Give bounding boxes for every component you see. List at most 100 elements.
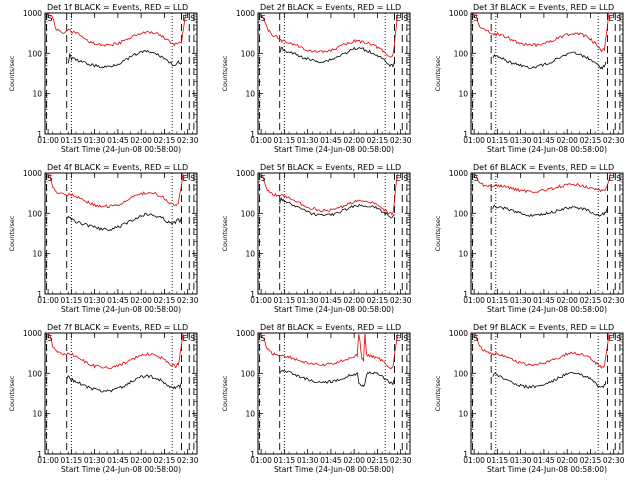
x-tick-label: 01:30	[297, 296, 319, 305]
chart-title: Det 2f BLACK = Events, RED = LLD	[260, 3, 401, 12]
series-line-events	[492, 204, 608, 217]
x-tick-label: 01:15	[487, 136, 509, 145]
x-tick-label: 02:15	[580, 296, 602, 305]
plot-frame	[470, 12, 624, 135]
chart-panel-9: Det 9f BLACK = Events, RED = LLD 1 10 100 10…	[434, 323, 625, 474]
x-tick-label: 01:45	[107, 136, 129, 145]
x-tick-label: 02:15	[367, 296, 389, 305]
x-tick-label: 02:30	[177, 456, 199, 465]
x-tick-label: 02:15	[367, 136, 389, 145]
plot-frame	[257, 172, 411, 295]
x-tick-label: 01:00	[37, 296, 59, 305]
x-tick-label: 02:00	[130, 136, 152, 145]
marker-label: S	[48, 14, 53, 23]
chart-panel-5: Det 5f BLACK = Events, RED = LLD 1 10 100 10…	[221, 163, 412, 314]
x-tick-label: 02:30	[390, 456, 412, 465]
series-line-lld	[472, 332, 610, 369]
y-tick-label: 100	[454, 369, 469, 378]
series-line-lld	[46, 332, 184, 370]
chart-title: Det 1f BLACK = Events, RED = LLD	[47, 3, 188, 12]
marker-label: S	[403, 14, 408, 23]
x-tick-label: 01:45	[533, 136, 555, 145]
y-tick-label: 100	[28, 49, 43, 58]
marker-label: E	[395, 334, 400, 343]
x-tick-label: 01:30	[510, 136, 532, 145]
marker-label: E	[182, 174, 187, 183]
x-tick-label: 01:30	[510, 296, 532, 305]
marker-label: S	[190, 174, 195, 183]
x-tick-label: 02:00	[130, 456, 152, 465]
x-tick-label: 01:15	[487, 456, 509, 465]
x-tick-label: 01:30	[84, 296, 106, 305]
marker-label: S	[616, 334, 621, 343]
chart-panel-7: Det 7f BLACK = Events, RED = LLD 1 10 100 10…	[8, 323, 199, 474]
x-axis-label: Start Time (24-Jun-08 00:58:00)	[61, 465, 181, 474]
plot-frame	[44, 332, 198, 455]
marker-label: S	[48, 174, 53, 183]
y-tick-label: 1000	[236, 9, 255, 18]
x-tick-label: 02:15	[154, 296, 176, 305]
y-axis-label: Counts/sec	[434, 375, 442, 411]
series-line-events	[66, 374, 182, 393]
y-axis-label: Counts/sec	[8, 215, 16, 251]
x-axis-label: Start Time (24-Jun-08 00:58:00)	[61, 305, 181, 314]
marker-label: S	[474, 174, 479, 183]
y-tick-label: 10	[32, 90, 42, 99]
marker-label: E	[608, 334, 613, 343]
chart-panel-6: Det 6f BLACK = Events, RED = LLD 1 10 100 10…	[434, 163, 625, 314]
chart-title: Det 5f BLACK = Events, RED = LLD	[260, 163, 401, 172]
series-line-lld	[472, 172, 611, 194]
y-axis-label: Counts/sec	[434, 215, 442, 251]
x-axis-label: Start Time (24-Jun-08 00:58:00)	[61, 145, 181, 154]
series-line-events	[279, 197, 395, 219]
x-axis-label: Start Time (24-Jun-08 00:58:00)	[487, 145, 607, 154]
series-line-lld	[259, 332, 398, 370]
marker-label: S	[261, 334, 266, 343]
y-tick-label: 1000	[449, 329, 468, 338]
x-tick-label: 02:00	[343, 136, 365, 145]
y-tick-label: 10	[458, 410, 468, 419]
x-tick-label: 02:30	[603, 456, 625, 465]
x-tick-label: 01:00	[463, 296, 485, 305]
x-tick-label: 02:00	[343, 296, 365, 305]
x-tick-label: 02:00	[556, 456, 578, 465]
series-line-events	[279, 369, 395, 387]
x-tick-label: 01:30	[297, 136, 319, 145]
x-tick-label: 01:45	[533, 296, 555, 305]
y-tick-label: 1000	[23, 9, 42, 18]
x-tick-label: 01:00	[37, 136, 59, 145]
x-axis-label: Start Time (24-Jun-08 00:58:00)	[274, 145, 394, 154]
plot-frame	[44, 12, 198, 135]
x-tick-label: 01:15	[274, 136, 296, 145]
x-axis-label: Start Time (24-Jun-08 00:58:00)	[274, 465, 394, 474]
x-tick-label: 01:30	[84, 136, 106, 145]
marker-label: S	[474, 14, 479, 23]
y-axis-label: Counts/sec	[221, 215, 229, 251]
x-tick-label: 01:45	[107, 296, 129, 305]
x-tick-label: 01:00	[463, 456, 485, 465]
y-tick-label: 100	[241, 49, 256, 58]
marker-label: E	[608, 14, 613, 23]
marker-label: E	[395, 174, 400, 183]
y-tick-label: 1	[463, 450, 468, 459]
marker-label: S	[190, 334, 195, 343]
y-tick-label: 10	[32, 250, 42, 259]
chart-panel-3: Det 3f BLACK = Events, RED = LLD 1 10 100 10…	[434, 3, 625, 154]
series-line-events	[279, 46, 395, 68]
y-tick-label: 1000	[23, 329, 42, 338]
x-tick-label: 02:30	[390, 136, 412, 145]
plot-frame	[44, 172, 198, 295]
series-line-lld	[259, 172, 398, 216]
x-tick-label: 02:15	[580, 136, 602, 145]
marker-label: S	[190, 14, 195, 23]
x-tick-label: 01:15	[61, 456, 83, 465]
series-line-events	[492, 51, 607, 71]
chart-title: Det 8f BLACK = Events, RED = LLD	[260, 323, 401, 332]
x-tick-label: 01:15	[487, 296, 509, 305]
x-tick-label: 01:15	[61, 136, 83, 145]
marker-label: E	[182, 334, 187, 343]
x-tick-label: 01:45	[320, 296, 342, 305]
x-tick-label: 01:15	[61, 296, 83, 305]
y-tick-label: 1	[463, 290, 468, 299]
